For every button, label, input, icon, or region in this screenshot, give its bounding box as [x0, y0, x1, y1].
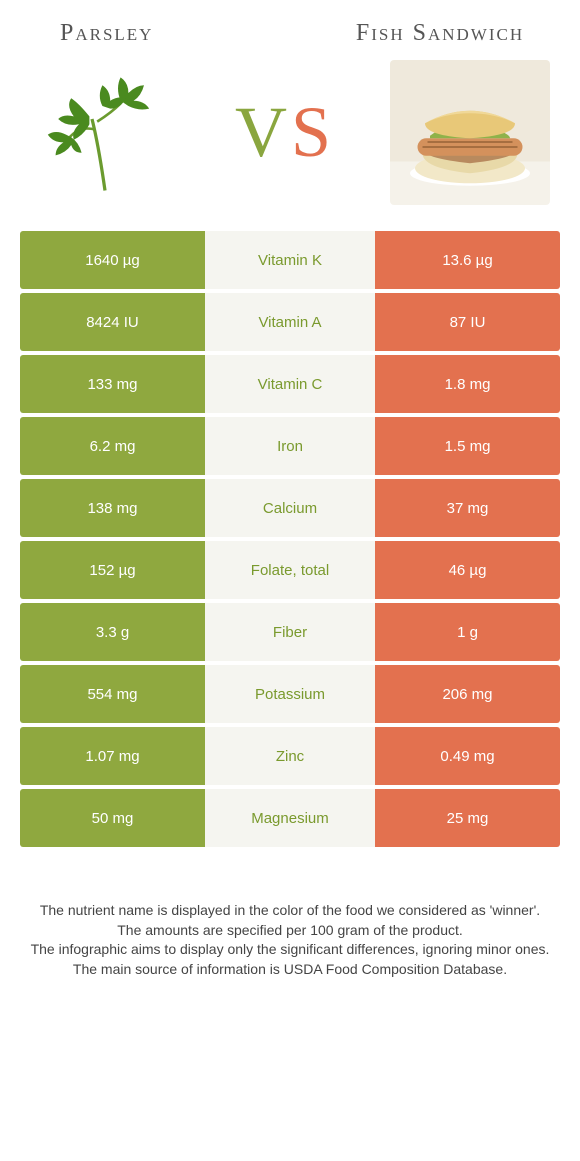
left-value: 1.07 mg — [20, 727, 205, 785]
nutrient-name: Potassium — [205, 665, 375, 723]
nutrient-name: Vitamin K — [205, 231, 375, 289]
header: Parsley Fish Sandwich — [0, 0, 580, 57]
nutrient-name: Fiber — [205, 603, 375, 661]
title-left: Parsley — [40, 20, 240, 47]
table-row: 138 mgCalcium37 mg — [20, 479, 560, 537]
nutrient-name: Vitamin C — [205, 355, 375, 413]
table-row: 8424 IUVitamin A87 IU — [20, 293, 560, 351]
sandwich-image — [390, 60, 550, 205]
right-value: 25 mg — [375, 789, 560, 847]
table-row: 3.3 gFiber1 g — [20, 603, 560, 661]
table-row: 133 mgVitamin C1.8 mg — [20, 355, 560, 413]
vs-s: S — [291, 92, 335, 172]
right-value: 46 µg — [375, 541, 560, 599]
nutrient-table: 1640 µgVitamin K13.6 µg8424 IUVitamin A8… — [20, 227, 560, 851]
left-value: 3.3 g — [20, 603, 205, 661]
footer-line-1: The nutrient name is displayed in the co… — [20, 901, 560, 921]
parsley-icon — [40, 67, 170, 197]
table-row: 152 µgFolate, total46 µg — [20, 541, 560, 599]
table-row: 50 mgMagnesium25 mg — [20, 789, 560, 847]
left-value: 50 mg — [20, 789, 205, 847]
nutrient-name: Folate, total — [205, 541, 375, 599]
parsley-image — [30, 57, 180, 207]
left-value: 152 µg — [20, 541, 205, 599]
footer-line-2: The amounts are specified per 100 gram o… — [20, 921, 560, 941]
left-value: 133 mg — [20, 355, 205, 413]
right-value: 1.8 mg — [375, 355, 560, 413]
table-row: 1640 µgVitamin K13.6 µg — [20, 231, 560, 289]
nutrient-name: Vitamin A — [205, 293, 375, 351]
right-value: 1.5 mg — [375, 417, 560, 475]
table-row: 1.07 mgZinc0.49 mg — [20, 727, 560, 785]
right-value: 37 mg — [375, 479, 560, 537]
right-value: 206 mg — [375, 665, 560, 723]
footer-notes: The nutrient name is displayed in the co… — [0, 851, 580, 979]
table-row: 6.2 mgIron1.5 mg — [20, 417, 560, 475]
table-row: 554 mgPotassium206 mg — [20, 665, 560, 723]
sandwich-icon — [395, 62, 545, 202]
footer-line-4: The main source of information is USDA F… — [20, 960, 560, 980]
nutrient-name: Magnesium — [205, 789, 375, 847]
left-value: 1640 µg — [20, 231, 205, 289]
vs-v: V — [235, 92, 291, 172]
nutrient-name: Calcium — [205, 479, 375, 537]
left-value: 6.2 mg — [20, 417, 205, 475]
nutrient-name: Iron — [205, 417, 375, 475]
footer-line-3: The infographic aims to display only the… — [20, 940, 560, 960]
vs-text: VS — [235, 91, 335, 174]
right-value: 1 g — [375, 603, 560, 661]
left-value: 138 mg — [20, 479, 205, 537]
title-right: Fish Sandwich — [340, 20, 540, 47]
images-row: VS — [0, 57, 580, 227]
right-value: 0.49 mg — [375, 727, 560, 785]
left-value: 8424 IU — [20, 293, 205, 351]
nutrient-name: Zinc — [205, 727, 375, 785]
right-value: 87 IU — [375, 293, 560, 351]
left-value: 554 mg — [20, 665, 205, 723]
right-value: 13.6 µg — [375, 231, 560, 289]
